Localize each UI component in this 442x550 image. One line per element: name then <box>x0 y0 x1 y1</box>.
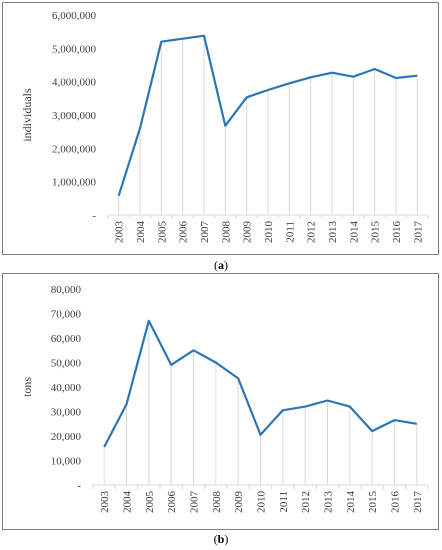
line-chart-individuals: - 1,000,000 2,000,000 3,000,000 4,000,000 5,0… <box>20 10 429 244</box>
panel-label-b-letter: b <box>217 532 225 546</box>
x-tick-label: 2007 <box>199 221 211 244</box>
x-tick-label: 2012 <box>306 221 318 243</box>
y-tick-label: 30,000 <box>51 407 82 419</box>
x-tick-label: 2015 <box>370 221 382 244</box>
x-tick-label: 2008 <box>211 491 223 514</box>
x-tick-label: 2013 <box>327 221 339 244</box>
x-tick-label: 2008 <box>220 221 232 244</box>
y-tick-label: - <box>92 210 96 222</box>
x-tick-label: 2003 <box>114 221 126 244</box>
x-tick-label: 2006 <box>166 491 178 514</box>
x-tick-label: 2016 <box>390 491 402 514</box>
line-chart-tons: - 10,000 20,000 30,000 40,000 50,000 60,000 70,… <box>20 284 429 514</box>
x-tick-label: 2009 <box>242 221 254 244</box>
x-tick-label: 2004 <box>122 491 134 514</box>
y-tick-label: 20,000 <box>51 431 82 443</box>
y-tick-label: 3,000,000 <box>52 110 97 122</box>
x-tick-label: 2014 <box>345 491 357 514</box>
x-tick-label: 2013 <box>323 491 335 514</box>
x-tick-label: 2010 <box>256 491 268 514</box>
x-tick-label: 2005 <box>144 491 156 514</box>
y-tick-label: 4,000,000 <box>52 77 97 89</box>
x-tick-label: 2015 <box>367 491 379 514</box>
y-tick-label: 70,000 <box>51 309 82 321</box>
x-tick-label: 2012 <box>300 491 312 513</box>
y-tick-label: - <box>77 480 81 492</box>
y-tick-label: 50,000 <box>51 358 82 370</box>
x-tick-label: 2016 <box>391 221 403 244</box>
x-tick-label: 2003 <box>99 491 111 514</box>
chart-panel-b: - 10,000 20,000 30,000 40,000 50,000 60,000 70,… <box>2 273 439 530</box>
panel-label-a-letter: a <box>218 258 224 272</box>
x-tick-label: 2017 <box>412 491 424 514</box>
x-tick-label: 2017 <box>412 221 424 244</box>
x-tick-label: 2011 <box>278 491 290 513</box>
x-tick-label: 2004 <box>135 221 147 244</box>
panel-label-b: (b) <box>213 532 229 546</box>
x-tick-label: 2009 <box>233 491 245 514</box>
y-tick-label: 6,000,000 <box>52 10 97 22</box>
x-tick-label: 2010 <box>263 221 275 244</box>
y-tick-label: 1,000,000 <box>52 177 97 189</box>
series-line <box>103 319 417 448</box>
y-axis-title: individuals <box>20 88 34 142</box>
y-tick-label: 60,000 <box>51 333 82 345</box>
y-tick-label: 10,000 <box>51 456 82 468</box>
panel-label-a: (a) <box>214 258 228 272</box>
x-tick-label: 2005 <box>156 221 168 244</box>
y-tick-label: 80,000 <box>51 284 82 296</box>
x-tick-label: 2006 <box>178 221 190 244</box>
x-tick-label: 2011 <box>284 221 296 243</box>
chart-panel-a: - 1,000,000 2,000,000 3,000,000 4,000,000 5,0… <box>2 2 439 255</box>
x-tick-label: 2007 <box>189 491 201 514</box>
x-tick-label: 2014 <box>348 221 360 244</box>
y-tick-label: 5,000,000 <box>52 43 97 55</box>
y-axis-title: tons <box>20 377 34 397</box>
y-tick-label: 2,000,000 <box>52 143 97 155</box>
y-tick-label: 40,000 <box>51 382 82 394</box>
